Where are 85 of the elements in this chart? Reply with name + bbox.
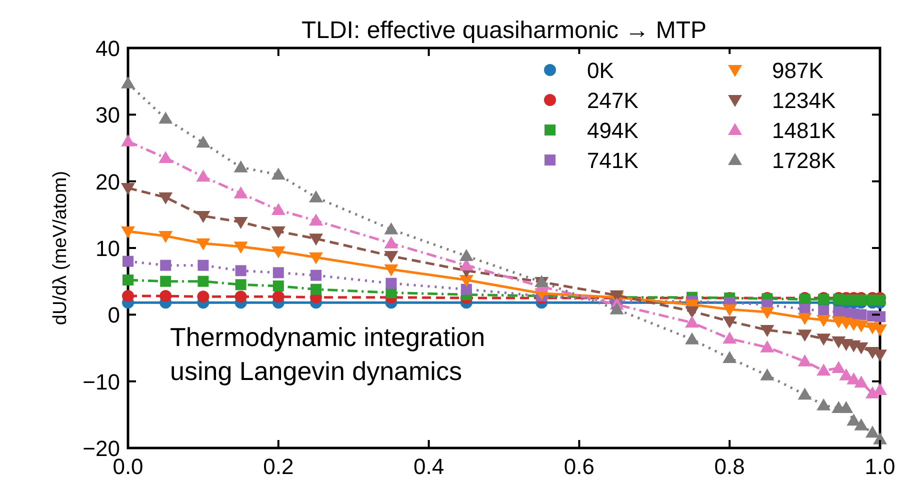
point (854, 376, 868, 388)
point (160, 276, 172, 287)
point (121, 183, 135, 195)
legend-label: 1234K (772, 88, 836, 113)
point (685, 306, 699, 318)
point (122, 256, 134, 267)
y-tick-label: 30 (96, 102, 120, 128)
point (271, 226, 286, 238)
point (873, 383, 887, 395)
legend-label: 0K (587, 58, 614, 83)
point (196, 211, 210, 223)
x-tick-label: 0.8 (714, 454, 745, 479)
legend-label: 247K (587, 88, 639, 113)
point (816, 334, 831, 346)
point (798, 313, 812, 325)
point (160, 290, 172, 302)
legend-label: 1481K (772, 118, 836, 143)
point (865, 426, 880, 438)
point (832, 361, 846, 373)
y-tick-label: 20 (96, 169, 120, 194)
point (271, 246, 286, 258)
point (122, 290, 134, 302)
point (846, 414, 861, 426)
point (460, 284, 472, 295)
point (854, 418, 868, 430)
x-tick-label: 0.2 (263, 454, 294, 479)
point (816, 315, 831, 327)
point (122, 274, 134, 286)
point (272, 290, 284, 303)
point (272, 280, 284, 292)
point (160, 260, 172, 271)
point (384, 251, 398, 263)
point (158, 192, 173, 204)
point (310, 270, 322, 281)
point (722, 351, 737, 363)
point (235, 265, 246, 276)
point (158, 231, 173, 243)
legend-label: 494K (587, 118, 639, 143)
point (760, 307, 774, 319)
point (386, 278, 397, 289)
point (384, 264, 398, 276)
y-axis-title: dU/dλ (meV/atom) (50, 170, 71, 326)
point (121, 226, 135, 238)
point (722, 304, 737, 316)
legend-label: 987K (772, 58, 824, 83)
point (760, 325, 774, 337)
point (816, 398, 831, 410)
point (198, 260, 209, 271)
annotation: Thermodynamic integration using Langevin dynamics (170, 322, 486, 386)
point (310, 284, 322, 295)
point (760, 340, 774, 352)
point (818, 305, 830, 316)
point (873, 432, 887, 444)
point (722, 332, 737, 344)
point (272, 267, 284, 278)
point (722, 316, 737, 328)
point (874, 311, 886, 322)
point (816, 364, 831, 376)
point (234, 290, 247, 303)
point (459, 275, 474, 287)
point (309, 234, 323, 246)
point (798, 354, 812, 366)
point (234, 242, 248, 254)
x-tick-label: 1.0 (864, 454, 896, 479)
point (760, 368, 774, 380)
y-tick-label: 0 (108, 302, 120, 328)
y-tick-label: 10 (96, 236, 120, 261)
point (235, 279, 246, 290)
point (610, 302, 624, 314)
legend-label: 741K (587, 148, 639, 173)
x-tick-label: 0.6 (564, 454, 594, 479)
point (309, 252, 323, 264)
point (685, 316, 699, 328)
y-tick-label: 40 (96, 36, 120, 61)
point (798, 388, 812, 400)
legend-label: 1728K (772, 148, 836, 173)
chart-title: TLDI: effective quasiharmonic → MTP (301, 17, 707, 44)
point (198, 276, 209, 287)
point (234, 217, 248, 229)
y-tick-label: −10 (82, 369, 120, 394)
point (196, 238, 210, 250)
point (197, 290, 210, 303)
point (685, 332, 699, 344)
point (798, 330, 812, 342)
x-tick-label: 0.4 (414, 454, 444, 479)
